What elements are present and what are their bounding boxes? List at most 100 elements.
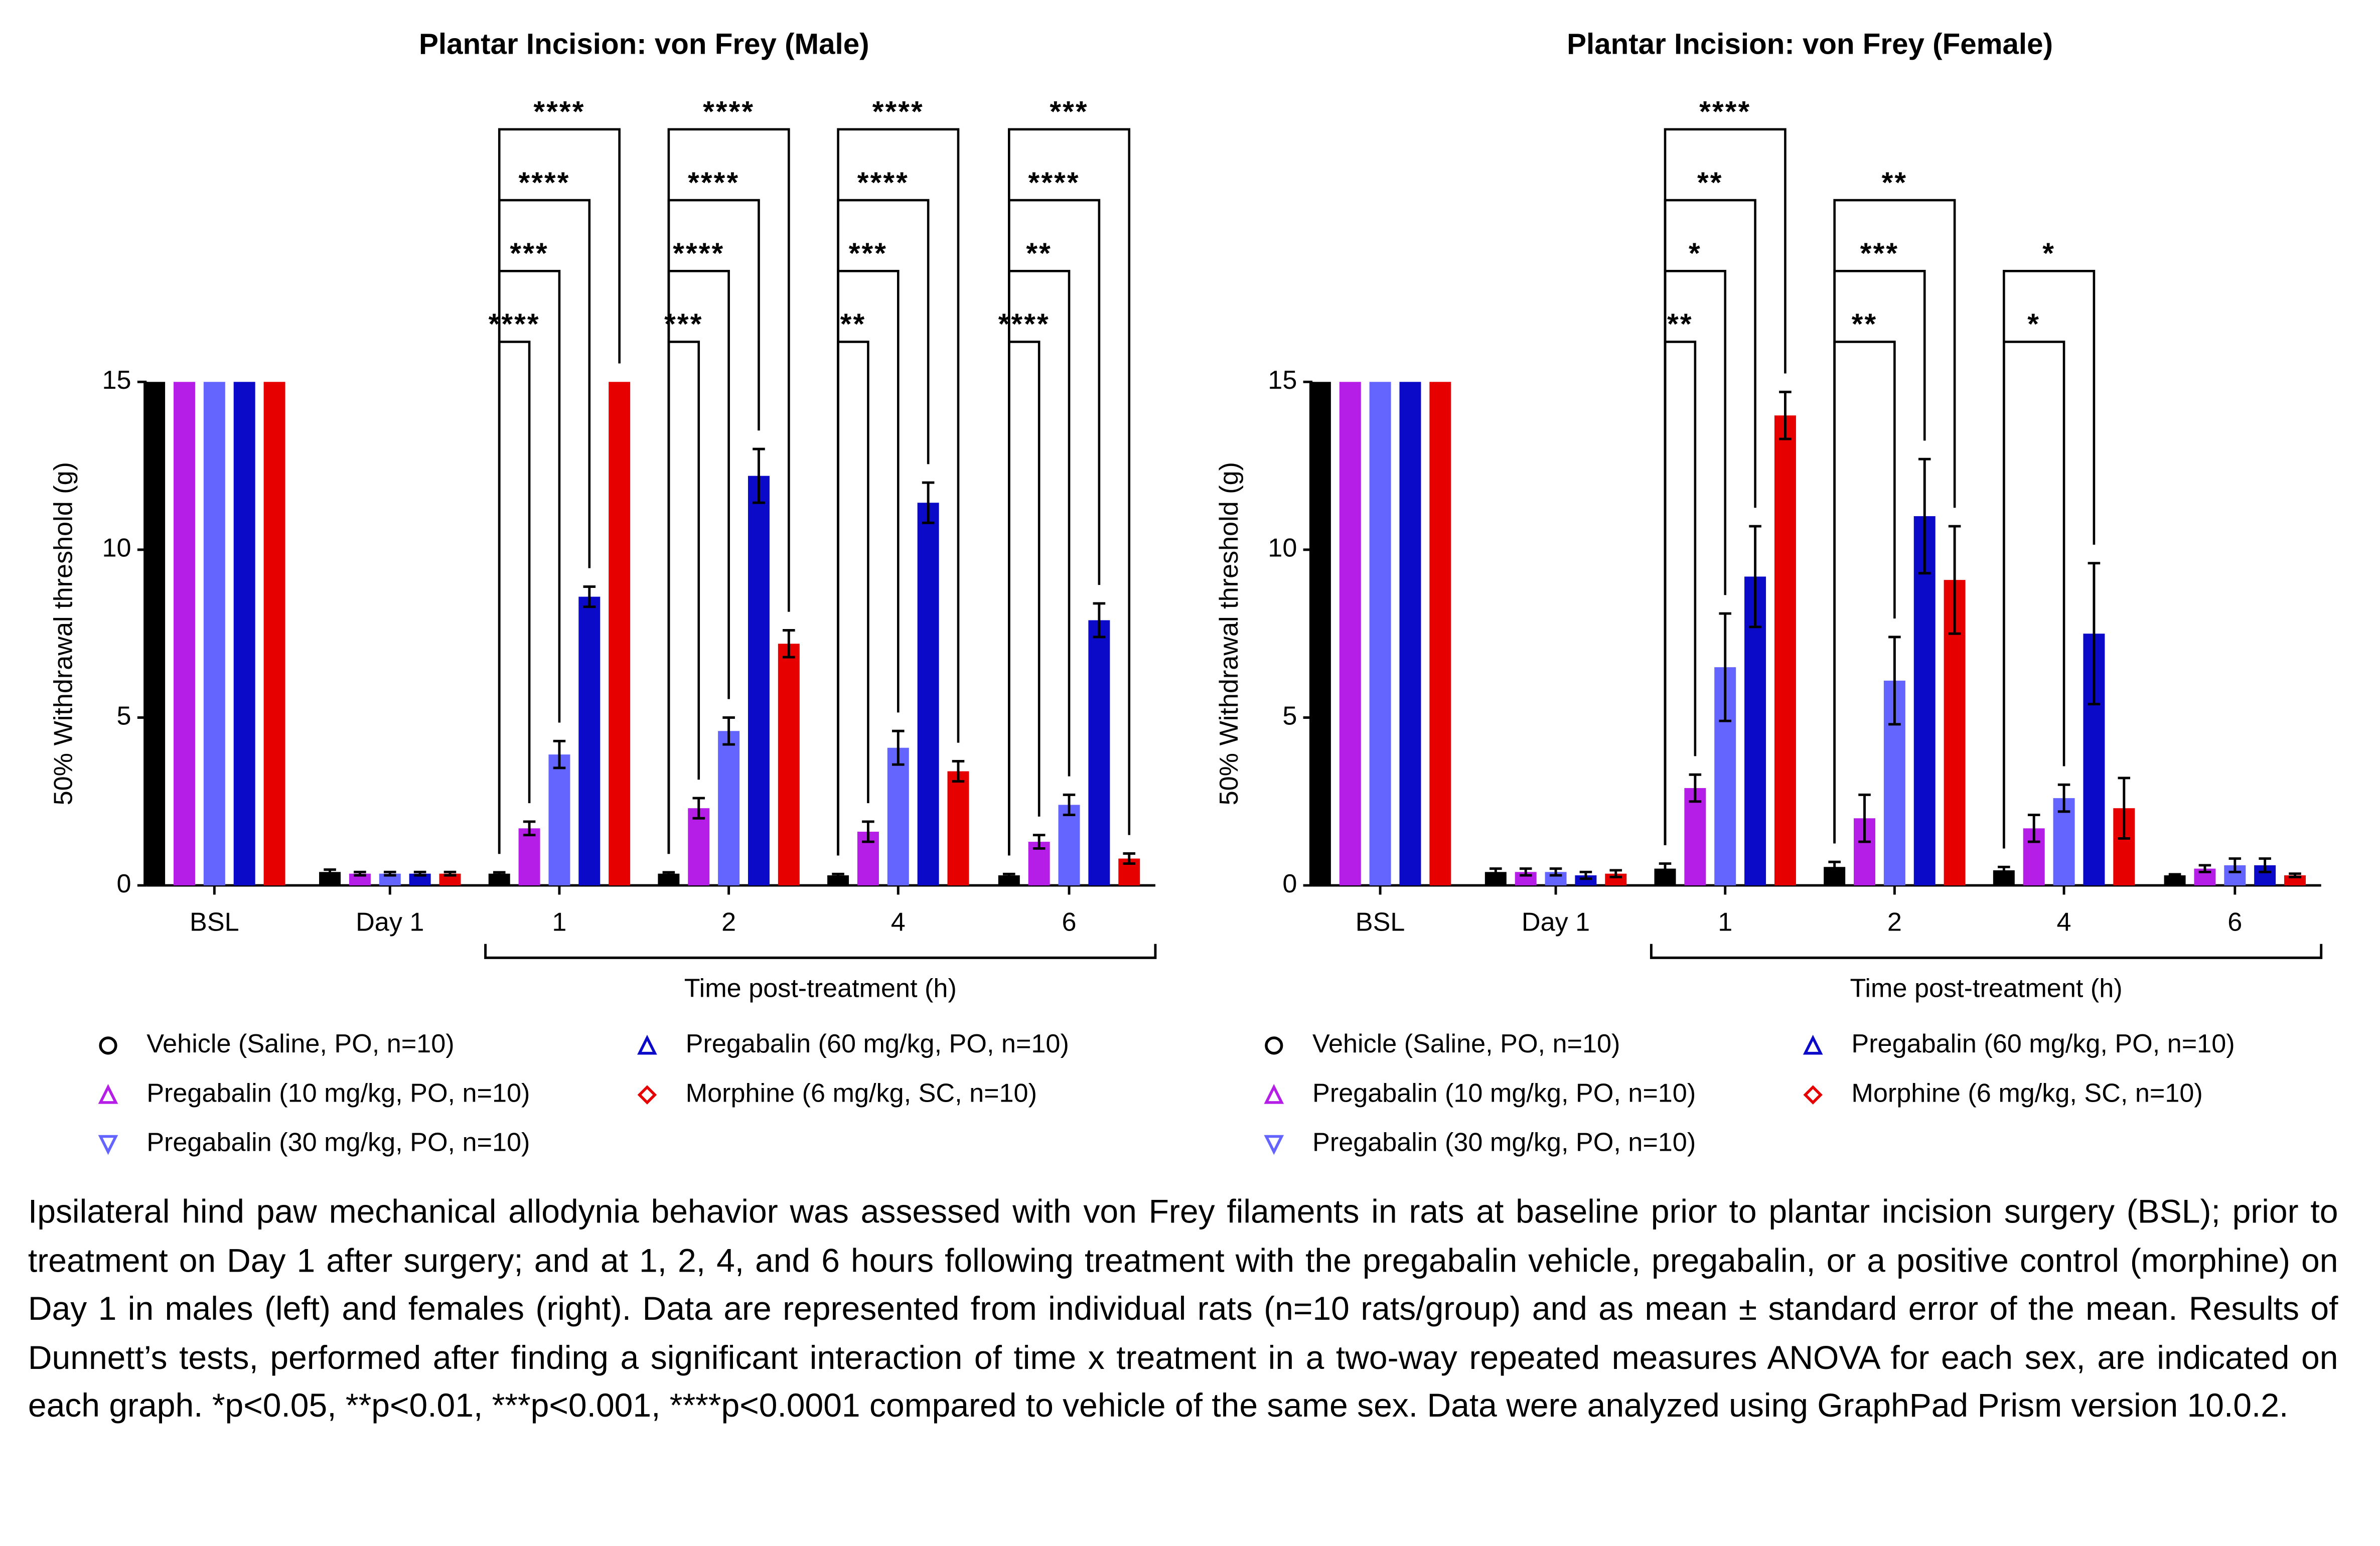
bar [488, 873, 510, 886]
bar [688, 808, 710, 886]
error-bar-line [1828, 860, 1841, 873]
significance-bracket [837, 128, 960, 856]
significance-bracket [1008, 199, 1101, 856]
significance-label: ** [1667, 308, 1693, 341]
error-bar-line [443, 870, 457, 877]
error-bar-line [832, 872, 844, 878]
legend-label: Pregabalin (60 mg/kg, PO, n=10) [1851, 1029, 2235, 1058]
bar [349, 873, 371, 886]
significance-label: * [2042, 237, 2055, 270]
bar [548, 754, 570, 886]
error-bar [2228, 857, 2242, 873]
error-bar-line [1858, 793, 1871, 843]
error-bar-line [1948, 525, 1961, 635]
error-bar [1948, 525, 1961, 635]
error-bar [413, 870, 426, 877]
significance-bracket [2003, 269, 2096, 849]
significance-bracket [667, 341, 700, 854]
x-tick-label: Day 1 [1522, 908, 1590, 937]
error-bar-line [753, 447, 765, 504]
legend-marker [99, 1036, 117, 1055]
x-tick-label: 2 [721, 908, 736, 937]
bar [233, 382, 255, 886]
error-bar [1779, 390, 1792, 440]
x-tick-label: Day 1 [356, 908, 424, 937]
legend-marker [1264, 1084, 1284, 1104]
error-bar [2118, 777, 2131, 840]
bar [1369, 382, 1391, 886]
significance-bracket [837, 199, 930, 856]
error-bar [2027, 814, 2040, 843]
bar [379, 873, 401, 886]
error-bar-line [1918, 457, 1931, 575]
error-bar [1490, 867, 1502, 877]
error-bar-line [1549, 867, 1562, 877]
significance-label: ** [840, 308, 866, 341]
error-bar [1549, 867, 1562, 877]
y-tick-label: 5 [117, 701, 131, 730]
y-tick-label: 0 [117, 869, 131, 898]
bar [1058, 805, 1080, 886]
error-bar [1918, 457, 1931, 575]
significance-label: * [2027, 308, 2040, 341]
error-bar-line [1609, 869, 1622, 878]
error-bar-line [2118, 777, 2131, 840]
bar [578, 596, 601, 886]
bar [143, 382, 166, 886]
legend-marker [98, 1084, 118, 1104]
error-bar [354, 870, 366, 877]
error-bar-line [1093, 602, 1106, 639]
significance-bracket [837, 341, 869, 856]
significance-label: **** [489, 308, 540, 341]
error-bar [1858, 793, 1871, 843]
bar [1684, 788, 1706, 886]
bar [778, 644, 800, 886]
bar [173, 382, 195, 886]
error-bar [1093, 602, 1106, 639]
error-bar-line [1490, 867, 1502, 877]
bar [1339, 382, 1361, 886]
significance-label: *** [849, 237, 887, 270]
bar [1309, 382, 1331, 886]
error-bar-line [1998, 865, 2010, 875]
significance-bracket [1833, 199, 1956, 844]
significance-label: ** [1026, 237, 1052, 270]
significance-label: **** [673, 237, 724, 270]
error-bar [2088, 562, 2101, 706]
significance-label: *** [1860, 237, 1899, 270]
error-bar [692, 797, 705, 820]
significance-bracket [1664, 199, 1756, 845]
significance-label: **** [688, 167, 739, 199]
legend-marker [1264, 1135, 1284, 1155]
legend-marker [1803, 1034, 1823, 1055]
error-bar [1579, 870, 1592, 880]
error-bar [952, 760, 965, 783]
error-bar-line [1032, 834, 1046, 850]
error-bar-line [1063, 793, 1076, 817]
significance-label: *** [510, 237, 548, 270]
legend-label: Pregabalin (10 mg/kg, PO, n=10) [146, 1078, 530, 1108]
bar [518, 828, 540, 886]
error-bar [783, 629, 795, 659]
error-bar [862, 820, 874, 843]
x-tick-label: 1 [1718, 908, 1732, 937]
error-bar-line [384, 870, 396, 877]
significance-label: **** [533, 96, 585, 128]
error-bar-line [892, 729, 905, 766]
error-bar-line [553, 739, 566, 769]
error-bar [892, 729, 905, 766]
error-bar [832, 872, 844, 878]
error-bar-line [1003, 872, 1015, 878]
error-bar-line [1779, 390, 1792, 440]
error-bar [2289, 872, 2301, 878]
error-bar-line [2228, 857, 2242, 873]
error-bar-line [952, 760, 965, 783]
error-bar-line [692, 797, 705, 820]
error-bar [662, 871, 675, 876]
significance-label: * [1689, 237, 1702, 270]
error-bar [523, 820, 536, 837]
x-tick-label: 4 [891, 908, 906, 937]
error-bar [2057, 783, 2070, 813]
